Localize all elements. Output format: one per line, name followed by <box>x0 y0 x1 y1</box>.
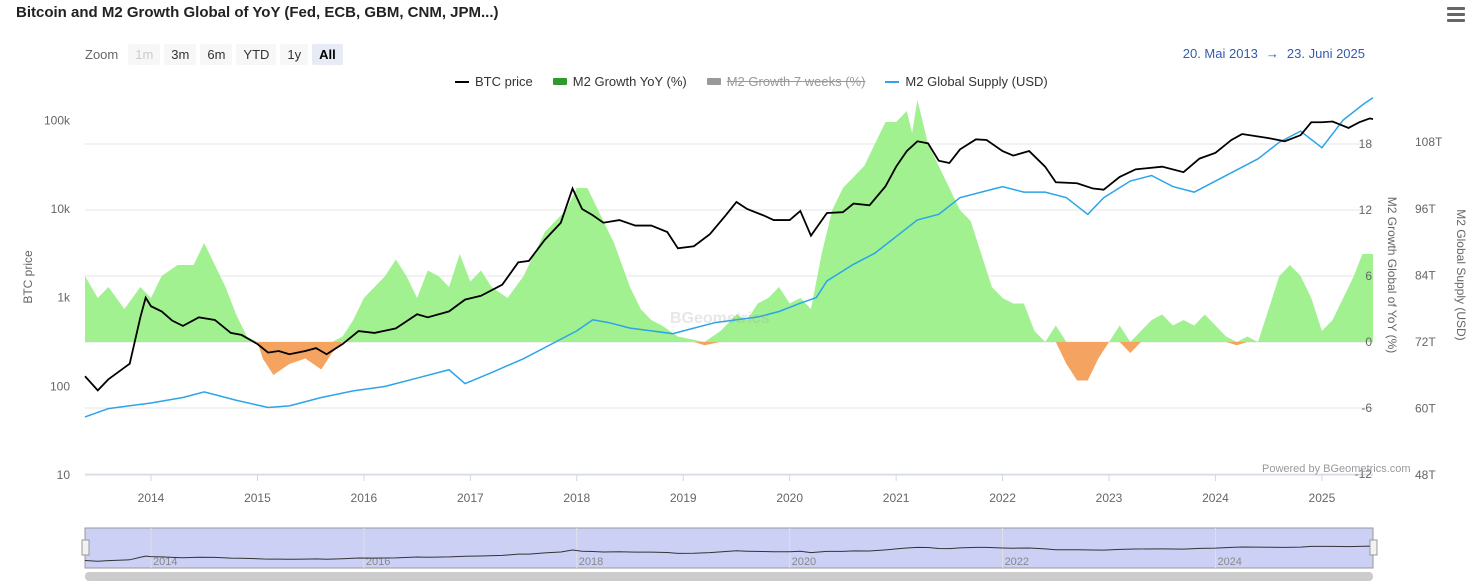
y-supply-tick-label: 84T <box>1415 268 1436 282</box>
legend-item-m2-growth-7w[interactable]: M2 Growth 7 weeks (%) <box>706 74 866 89</box>
y-supply-tick-label: 72T <box>1415 335 1436 349</box>
navigator-left-handle[interactable] <box>81 539 90 556</box>
y-supply-tick-label: 96T <box>1415 202 1436 216</box>
y-growth-tick-label: -6 <box>1361 401 1372 415</box>
zoom-3m-button[interactable]: 3m <box>164 43 197 65</box>
y-supply-tick-label: 108T <box>1415 135 1443 149</box>
range-to-input[interactable]: 23. Juni 2025 <box>1286 46 1365 61</box>
navigator-tick-label: 2016 <box>366 556 390 568</box>
zoom-1m-button[interactable]: 1m <box>128 43 161 65</box>
y-growth-axis-title: M2 Growth Global of YoY (%) <box>1385 197 1399 354</box>
x-tick-label: 2015 <box>244 491 271 505</box>
y-left-tick-label: 100 <box>50 379 70 393</box>
zoom-ytd-button[interactable]: YTD <box>236 43 277 65</box>
navigator-series-line <box>84 545 1374 562</box>
legend-item-btc[interactable]: BTC price <box>455 74 533 89</box>
x-tick-label: 2014 <box>138 491 165 505</box>
series-btc-line <box>84 117 1374 392</box>
legend-swatch <box>552 78 567 85</box>
legend-item-m2-supply[interactable]: M2 Global Supply (USD) <box>885 74 1048 89</box>
legend-label: M2 Global Supply (USD) <box>905 74 1048 89</box>
y-left-tick-label: 100k <box>44 113 71 127</box>
series-m2-supply-line <box>84 97 1374 418</box>
series-m2-growth-negative <box>85 342 1373 381</box>
legend-item-m2-growth[interactable]: M2 Growth YoY (%) <box>552 74 687 89</box>
y-supply-tick-label: 48T <box>1415 468 1436 482</box>
credits-link[interactable]: Powered by BGeometrics.com <box>1262 463 1411 475</box>
navigator-right-handle[interactable] <box>1369 539 1378 556</box>
x-tick-label: 2016 <box>351 491 378 505</box>
watermark: BGeometrics <box>670 310 770 327</box>
y-left-tick-label: 10k <box>51 202 71 216</box>
zoom-label: Zoom <box>85 46 119 62</box>
legend: BTC price M2 Growth YoY (%) M2 Growth 7 … <box>455 74 1048 89</box>
y-left-tick-label: 10 <box>57 468 71 482</box>
zoom-1y-button[interactable]: 1y <box>280 43 309 65</box>
chart-title: Bitcoin and M2 Growth Global of YoY (Fed… <box>16 4 499 21</box>
y-growth-tick-label: 6 <box>1365 269 1372 283</box>
scrollbar[interactable] <box>85 572 1373 581</box>
navigator-tick-label: 2022 <box>1005 556 1029 568</box>
zoom-controls: Zoom 1m 3m 6m YTD 1y All <box>85 43 343 65</box>
hamburger-icon[interactable] <box>1447 7 1465 23</box>
legend-swatch <box>706 78 721 85</box>
x-tick-label: 2022 <box>989 491 1016 505</box>
y-left-axis-title: BTC price <box>21 250 35 304</box>
y-left-tick-label: 1k <box>57 291 71 305</box>
navigator-tick-label: 2020 <box>792 556 816 568</box>
legend-label: BTC price <box>475 74 533 89</box>
legend-swatch <box>455 80 469 83</box>
date-range: 20. Mai 2013 → 23. Juni 2025 <box>1179 46 1369 61</box>
y-growth-tick-label: 12 <box>1359 203 1373 217</box>
navigator-window <box>84 527 1374 569</box>
x-tick-label: 2019 <box>670 491 697 505</box>
y-growth-tick-label: -12 <box>1355 467 1373 481</box>
navigator-tick-label: 2024 <box>1217 556 1241 568</box>
x-tick-label: 2017 <box>457 491 484 505</box>
y-growth-tick-label: 0 <box>1365 335 1372 349</box>
x-tick-label: 2018 <box>563 491 590 505</box>
range-arrow-icon: → <box>1265 46 1279 61</box>
x-tick-label: 2025 <box>1309 491 1336 505</box>
legend-swatch <box>885 80 900 83</box>
x-tick-label: 2021 <box>883 491 910 505</box>
navigator-tick-label: 2014 <box>153 556 177 568</box>
legend-label: M2 Growth YoY (%) <box>572 74 687 89</box>
x-tick-label: 2023 <box>1096 491 1123 505</box>
zoom-6m-button[interactable]: 6m <box>200 43 233 65</box>
x-tick-label: 2020 <box>776 491 803 505</box>
range-from-input[interactable]: 20. Mai 2013 <box>1182 46 1258 61</box>
y-supply-axis-title: M2 Global Supply (USD) <box>1454 209 1468 340</box>
zoom-all-button[interactable]: All <box>312 43 343 65</box>
y-supply-tick-label: 60T <box>1415 402 1436 416</box>
series-m2-growth-positive <box>85 100 1373 342</box>
legend-label: M2 Growth 7 weeks (%) <box>726 74 866 89</box>
x-tick-label: 2024 <box>1202 491 1229 505</box>
navigator-tick-label: 2018 <box>579 556 603 568</box>
y-growth-tick-label: 18 <box>1359 137 1373 151</box>
